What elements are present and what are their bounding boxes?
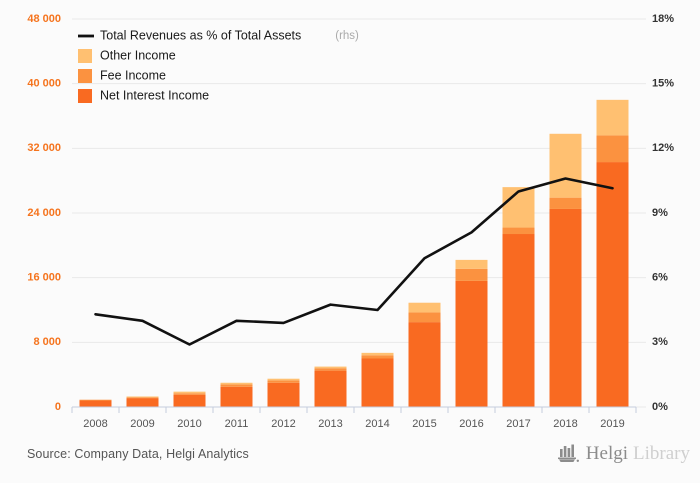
- right-axis-tick-labels: 0% 3% 6% 9% 12% 15% 18%: [636, 13, 674, 413]
- bar-segment: [596, 135, 629, 163]
- bar-segment: [126, 398, 159, 407]
- bar-segment: [455, 259, 488, 269]
- x-axis-tick-label: 2018: [553, 418, 577, 430]
- x-axis-tick-label: 2010: [177, 418, 201, 430]
- right-axis-tick-label: 6%: [652, 272, 668, 284]
- bar-segment: [361, 358, 394, 407]
- logo-text-helgi: Helgi: [585, 442, 629, 464]
- source-note: Source: Company Data, Helgi Analytics: [27, 447, 249, 461]
- x-axis-tick-labels: 2008 2009 2010 2011 2012 2013 2014 2015 2016 2017…: [83, 418, 624, 430]
- bar-segment: [267, 378, 300, 381]
- bar-segment: [361, 352, 394, 356]
- helgi-library-logo-icon: [557, 444, 579, 462]
- grid-lines: [72, 18, 636, 343]
- chart-legend: Total Revenues as % of Total Assets (rhs)…: [78, 28, 359, 103]
- legend-swatch: [78, 69, 92, 83]
- bar-segment: [267, 382, 300, 407]
- bar-segment: [502, 234, 535, 407]
- right-axis-tick-label: 9%: [652, 207, 668, 219]
- bar-segment: [408, 322, 441, 407]
- helgi-library-logo: Helgi Library: [556, 443, 690, 463]
- left-axis-tick-label: 48 000: [27, 13, 61, 25]
- right-axis-tick-label: 12%: [652, 142, 674, 154]
- bar-segment: [502, 187, 535, 228]
- right-axis-tick-label: 15%: [652, 78, 674, 90]
- bar-segment: [126, 397, 159, 399]
- logo-text-library: Library: [633, 442, 690, 464]
- bar-segment: [126, 396, 159, 398]
- x-axis-tick-label: 2015: [412, 418, 436, 430]
- bar-segment: [314, 366, 347, 369]
- legend-label: Fee Income: [100, 68, 166, 82]
- bar-segment: [361, 355, 394, 359]
- bar-segment: [173, 394, 206, 407]
- left-axis-tick-labels: 0 8 000 16 000 24 000 32 000 40 000 48 000: [27, 13, 61, 413]
- left-axis-tick-label: 32 000: [27, 142, 61, 154]
- bar-segment: [408, 302, 441, 313]
- left-axis-tick-label: 0: [55, 401, 61, 413]
- legend-label: Net Interest Income: [100, 88, 209, 102]
- x-axis-tick-label: 2008: [83, 418, 107, 430]
- x-axis-tick-label: 2019: [600, 418, 624, 430]
- left-axis-tick-label: 8 000: [33, 336, 61, 348]
- right-axis-tick-label: 18%: [652, 13, 674, 25]
- x-axis-tick-label: 2009: [130, 418, 154, 430]
- line-path-total-revenues-pct: [94, 177, 614, 346]
- legend-swatch: [78, 49, 92, 63]
- bar-segment: [455, 268, 488, 281]
- bar-segment: [173, 391, 206, 394]
- legend-swatch: [78, 89, 92, 103]
- line-series-total-revenues: [94, 177, 614, 346]
- bar-segment: [314, 368, 347, 371]
- bar-segment: [549, 197, 582, 209]
- x-axis-tick-label: 2014: [365, 418, 389, 430]
- bar-segment: [549, 133, 582, 198]
- bar-segment: [596, 162, 629, 407]
- bar-segment: [79, 399, 112, 401]
- bar-segment: [502, 227, 535, 235]
- left-axis-tick-label: 16 000: [27, 272, 61, 284]
- bar-segment: [408, 312, 441, 323]
- bar-series-group: [79, 99, 629, 407]
- x-axis-tick-label: 2012: [271, 418, 295, 430]
- bar-segment: [455, 280, 488, 407]
- bar-segment: [79, 400, 112, 407]
- bar-segment: [173, 393, 206, 395]
- left-axis-tick-label: 40 000: [27, 78, 61, 90]
- left-axis-tick-label: 24 000: [27, 207, 61, 219]
- bar-segment: [267, 380, 300, 383]
- legend-label-rhs-suffix: (rhs): [335, 30, 359, 42]
- right-axis-tick-label: 0%: [652, 401, 668, 413]
- bar-segment: [220, 384, 253, 387]
- legend-label-total-revenues: Total Revenues as % of Total Assets: [100, 28, 301, 42]
- bar-segment: [220, 382, 253, 385]
- bar-segment: [220, 386, 253, 407]
- x-axis-tick-label: 2011: [225, 418, 249, 430]
- x-axis-tick-label: 2017: [506, 418, 530, 430]
- x-axis-line: [71, 406, 637, 413]
- bar-segment: [549, 208, 582, 407]
- x-axis-tick-label: 2016: [459, 418, 483, 430]
- legend-label: Other Income: [100, 48, 176, 62]
- right-axis-tick-label: 3%: [652, 336, 668, 348]
- x-axis-tick-label: 2013: [318, 418, 342, 430]
- bar-segment: [314, 370, 347, 407]
- bar-segment: [596, 99, 629, 136]
